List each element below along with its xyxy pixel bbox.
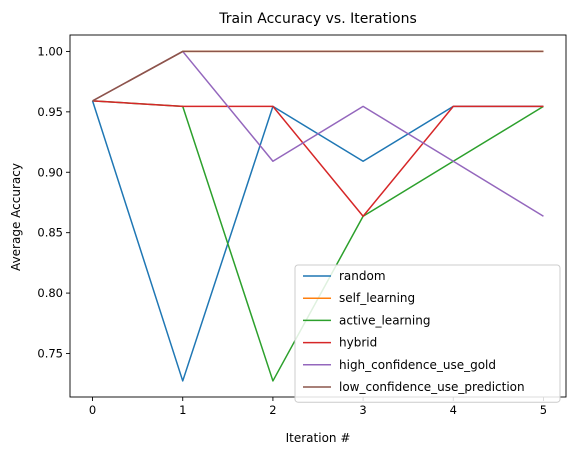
- series-line-high-confidence-use-gold: [93, 51, 544, 216]
- legend: random self_learning active_learninghybrid…: [295, 265, 560, 402]
- x-tick-label: 5: [540, 403, 547, 417]
- legend-label-random: random: [339, 269, 386, 283]
- chart-title: Train Accuracy vs. Iterations: [218, 11, 417, 27]
- legend-label-high-confidence-use-gold: high_confidence_use_gold: [339, 358, 496, 372]
- x-tick-label: 0: [89, 403, 96, 417]
- x-axis-label: Iteration #: [286, 431, 351, 445]
- y-axis-label: Average Accuracy: [9, 163, 23, 271]
- legend-label-low-confidence-use-prediction: low_confidence_use_prediction: [339, 380, 525, 394]
- y-tick-label: 0.75: [37, 347, 63, 361]
- legend-label-active-learning: active_learning: [339, 313, 430, 327]
- x-tick-label: 3: [359, 403, 366, 417]
- y-tick-label: 0.90: [37, 165, 63, 179]
- y-tick-label: 0.80: [37, 286, 63, 300]
- x-tick-label: 2: [269, 403, 276, 417]
- y-tick-label: 1.00: [37, 44, 63, 58]
- legend-label-hybrid: hybrid: [339, 336, 377, 350]
- x-tick-label: 4: [450, 403, 457, 417]
- y-tick-label: 0.95: [37, 105, 63, 119]
- y-tick-label: 0.85: [37, 226, 63, 240]
- series-line-low-confidence-use-prediction: [93, 51, 544, 100]
- legend-label-self-learning: self_learning: [339, 291, 415, 305]
- y-axis-ticks: 0.75 0.80 0.85 0.90 0.95 1.00: [37, 44, 70, 360]
- x-tick-label: 1: [179, 403, 186, 417]
- series-line-hybrid: [93, 101, 544, 216]
- series-line-self-learning: [93, 51, 544, 100]
